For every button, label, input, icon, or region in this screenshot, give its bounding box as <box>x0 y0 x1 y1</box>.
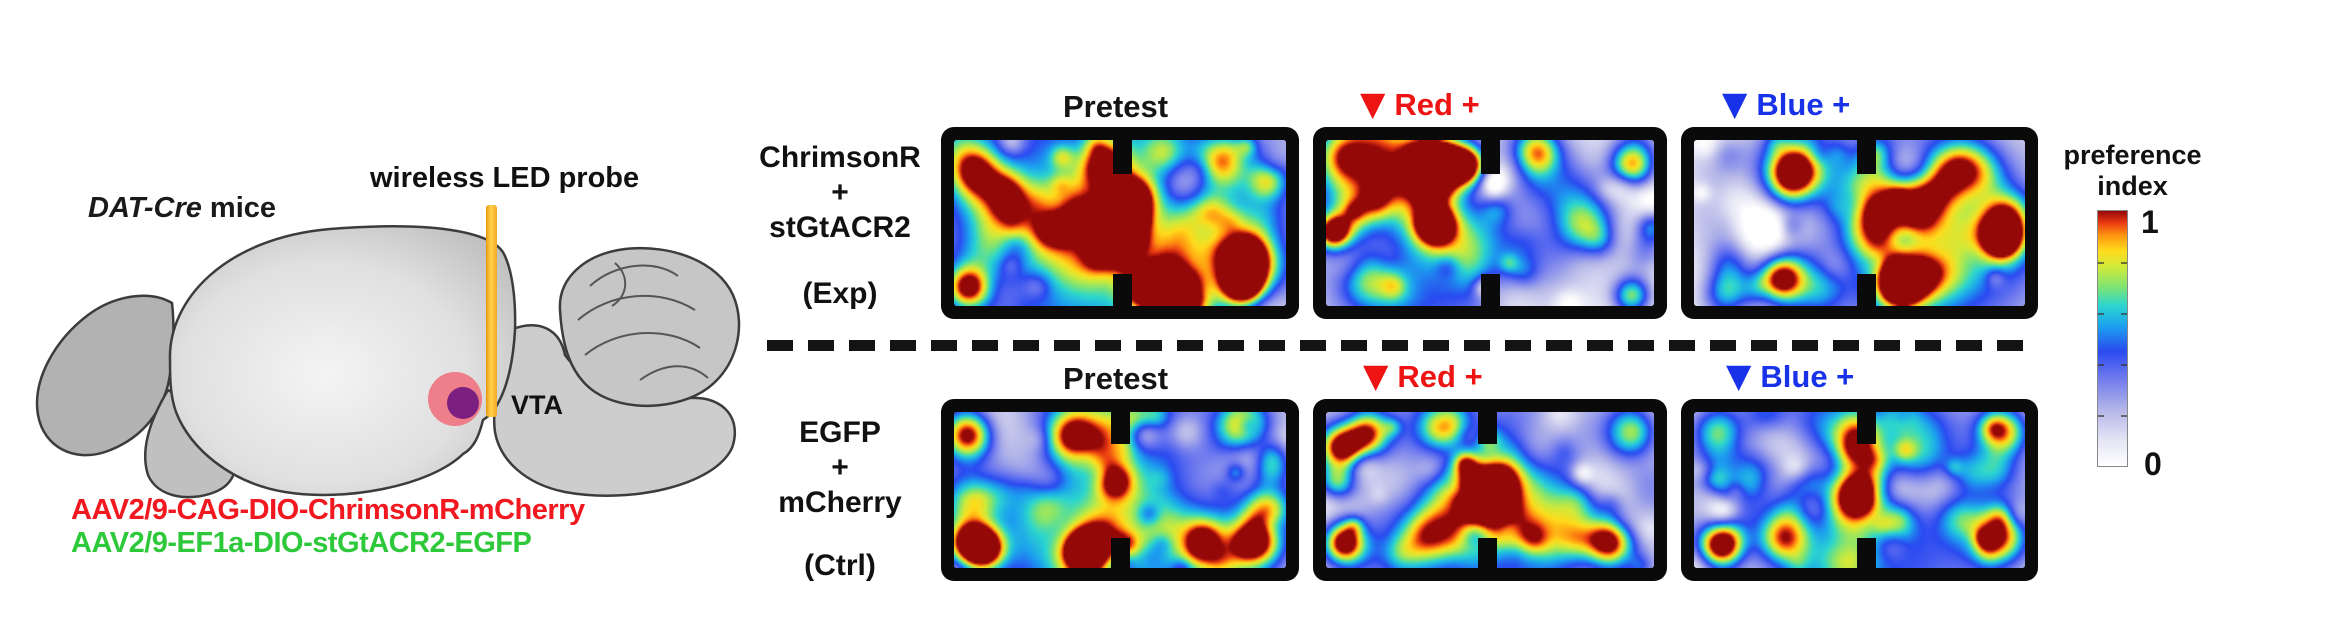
divider-wall-bottom <box>1111 537 1130 568</box>
colorbar-tick <box>2098 415 2104 417</box>
mouse-line-label: DAT-Cre mice <box>88 192 276 225</box>
divider-wall-bottom <box>1857 537 1877 568</box>
divider-wall-top <box>1857 140 1877 174</box>
ctrl-group-line2: + <box>831 451 849 484</box>
title-ctrl-red-text: Red + <box>1397 359 1483 394</box>
divider-wall-bottom <box>1477 537 1497 568</box>
colorbar-tick <box>2121 313 2127 315</box>
red-triangle-icon: ▼ <box>1363 356 1389 395</box>
virus-construct-2: AAV2/9-EF1a-DIO-stGtACR2-EGFP <box>71 527 532 559</box>
divider-wall-bottom <box>1112 273 1132 306</box>
title-exp-red-text: Red + <box>1394 87 1480 122</box>
divider-wall-top <box>1111 412 1130 444</box>
row-separator-dashed-line <box>767 340 2030 351</box>
led-probe <box>486 205 497 417</box>
arena <box>1326 412 1654 568</box>
cerebellum-shape <box>558 246 741 407</box>
mouse-line-italic: DAT-Cre <box>88 192 202 224</box>
red-triangle-icon: ▼ <box>1360 84 1386 123</box>
ctrl-group-line3: mCherry <box>778 486 902 519</box>
heatmap-ctrl-pretest <box>941 399 1299 581</box>
colorbar-tick <box>2121 262 2127 264</box>
title-exp-blue-text: Blue + <box>1756 87 1851 122</box>
title-exp-blue: ▼ Blue + <box>1722 84 1851 123</box>
colorbar-tick <box>2098 313 2104 315</box>
colorbar <box>2097 210 2128 467</box>
colorbar-title-line1: preference <box>2063 140 2202 170</box>
exp-group-line2: + <box>831 176 849 209</box>
title-ctrl-blue: ▼ Blue + <box>1726 356 1855 395</box>
arena <box>954 412 1286 568</box>
probe-label: wireless LED probe <box>370 162 640 194</box>
arena <box>954 140 1286 306</box>
colorbar-tick <box>2098 364 2104 366</box>
injection-site-inner <box>447 387 479 419</box>
cerebrum-shape <box>168 225 517 497</box>
mouse-line-rest: mice <box>201 192 277 224</box>
colorbar-title-line2: index <box>2097 171 2168 201</box>
ctrl-group-label: EGFP + mCherry <box>733 415 947 520</box>
vta-label: VTA <box>511 390 563 420</box>
colorbar-tick <box>2121 364 2127 366</box>
title-ctrl-pretest-text: Pretest <box>1063 361 1169 396</box>
title-exp-pretest: Pretest <box>1063 90 1168 124</box>
divider-wall-top <box>1477 412 1497 444</box>
divider-wall-top <box>1857 412 1877 444</box>
olfactory-bulb-shape <box>35 294 175 457</box>
blue-triangle-icon: ▼ <box>1726 356 1752 395</box>
brain-schematic <box>35 205 741 499</box>
heatmap-ctrl-blue <box>1681 399 2038 581</box>
exp-group-line3: stGtACR2 <box>769 211 911 244</box>
exp-group-label: ChrimsonR + stGtACR2 <box>733 140 947 245</box>
divider-wall-top <box>1112 140 1132 174</box>
title-exp-red: ▼ Red + <box>1360 84 1480 123</box>
colorbar-tick <box>2098 262 2104 264</box>
title-ctrl-red: ▼ Red + <box>1363 356 1483 395</box>
heatmap-ctrl-red <box>1313 399 1667 581</box>
colorbar-min-label: 0 <box>2144 446 2162 482</box>
arena <box>1326 140 1654 306</box>
title-exp-pretest-text: Pretest <box>1063 89 1169 124</box>
heatmap-exp-red <box>1313 127 1667 319</box>
arena <box>1694 412 2025 568</box>
virus-construct-1: AAV2/9-CAG-DIO-ChrimsonR-mCherry <box>71 494 585 526</box>
divider-wall-bottom <box>1481 273 1500 306</box>
heatmap-exp-pretest <box>941 127 1299 319</box>
ctrl-group-line1: EGFP <box>799 416 881 449</box>
ctrl-group-tag: (Ctrl) <box>804 549 876 582</box>
divider-wall-top <box>1481 140 1500 174</box>
exp-group-line1: ChrimsonR <box>759 141 921 174</box>
heatmap-exp-blue <box>1681 127 2038 319</box>
arena <box>1694 140 2025 306</box>
colorbar-tick <box>2121 415 2127 417</box>
title-ctrl-blue-text: Blue + <box>1760 359 1855 394</box>
title-ctrl-pretest: Pretest <box>1063 362 1168 396</box>
exp-group-tag: (Exp) <box>802 277 878 310</box>
blue-triangle-icon: ▼ <box>1722 84 1748 123</box>
colorbar-max-label: 1 <box>2141 204 2159 240</box>
divider-wall-bottom <box>1857 273 1877 306</box>
colorbar-title: preference index <box>2040 140 2225 202</box>
cerebellum-folds <box>577 262 709 381</box>
